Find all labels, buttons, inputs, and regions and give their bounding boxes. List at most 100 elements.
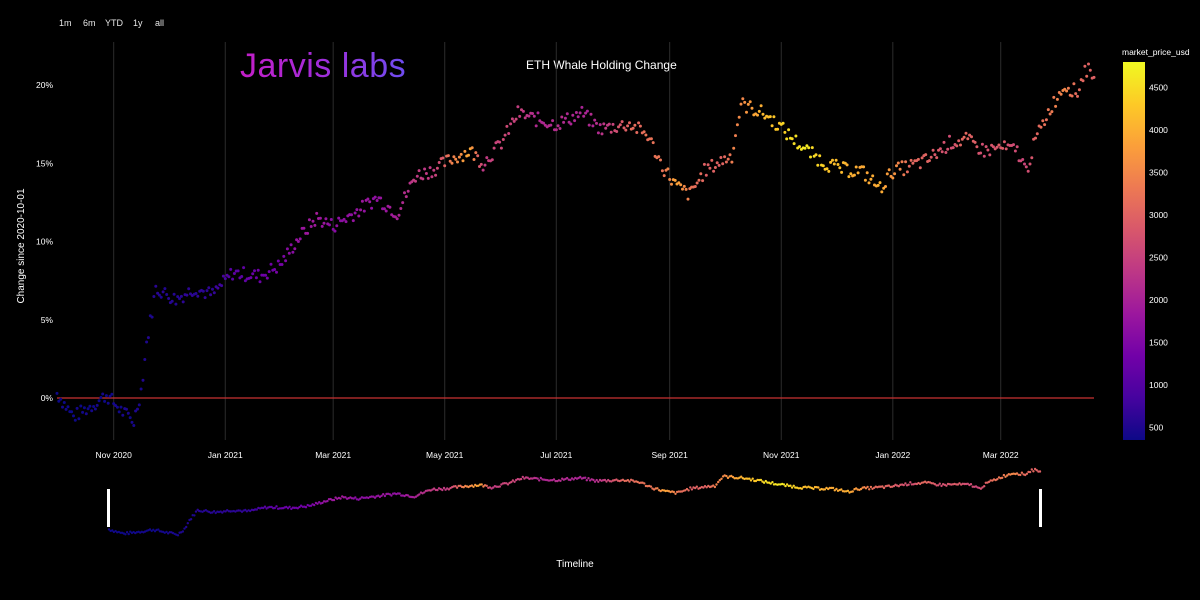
range-selector-1m[interactable]: 1m xyxy=(59,18,72,28)
data-point xyxy=(904,160,908,164)
data-point xyxy=(686,197,690,201)
range-slider-point xyxy=(569,478,572,482)
range-selector-all[interactable]: all xyxy=(155,18,165,28)
data-point xyxy=(333,229,337,233)
data-point xyxy=(240,275,244,278)
range-slider-point xyxy=(828,486,831,490)
data-point xyxy=(905,170,909,174)
data-point xyxy=(831,158,834,162)
data-point xyxy=(115,405,119,409)
range-slider-point xyxy=(536,477,539,480)
data-point xyxy=(909,158,913,162)
data-point xyxy=(521,109,525,113)
data-point xyxy=(604,126,608,130)
data-point xyxy=(483,163,487,167)
range-slider-point xyxy=(423,491,426,494)
data-point xyxy=(291,250,295,254)
data-point xyxy=(125,407,128,411)
range-slider-point xyxy=(656,487,659,490)
data-point xyxy=(997,143,1001,147)
data-point xyxy=(1026,169,1030,173)
data-point xyxy=(1013,149,1017,153)
range-slider-point xyxy=(477,484,480,487)
data-point xyxy=(677,181,681,185)
range-slider-point xyxy=(503,482,506,485)
range-slider-point xyxy=(165,530,168,534)
data-point xyxy=(931,148,935,152)
data-point xyxy=(459,152,463,156)
data-point xyxy=(809,155,812,159)
data-point xyxy=(254,276,258,280)
range-slider-point xyxy=(702,486,705,489)
data-point xyxy=(951,146,955,150)
range-slider-point xyxy=(1038,470,1042,473)
data-point xyxy=(708,166,712,170)
data-point xyxy=(307,218,311,222)
data-point xyxy=(756,113,759,117)
data-point xyxy=(918,166,922,170)
data-point xyxy=(104,394,108,398)
range-slider-point xyxy=(313,503,316,507)
data-point xyxy=(565,112,569,116)
data-point xyxy=(432,168,436,172)
range-slider-point xyxy=(185,525,188,529)
data-point xyxy=(293,247,297,251)
x-tick-label: Mar 2021 xyxy=(315,450,351,460)
range-selector-6m[interactable]: 6m xyxy=(83,18,96,28)
range-slider-point xyxy=(759,478,763,482)
range-slider-point xyxy=(378,495,382,499)
data-point xyxy=(768,115,772,119)
data-point xyxy=(128,416,132,420)
range-slider-point xyxy=(717,480,720,484)
range-slider-point xyxy=(288,505,291,508)
data-point xyxy=(668,178,672,181)
range-slider-point xyxy=(797,487,800,490)
data-point xyxy=(702,162,706,166)
data-point xyxy=(117,410,121,414)
range-slider-point xyxy=(196,508,199,511)
range-slider-handle-left[interactable] xyxy=(107,489,110,527)
data-point xyxy=(179,294,183,298)
data-point xyxy=(847,175,851,179)
data-point xyxy=(313,223,317,227)
data-point xyxy=(132,424,136,427)
data-point xyxy=(207,286,211,290)
range-slider-point xyxy=(766,481,769,484)
range-slider-point xyxy=(176,534,180,537)
data-point xyxy=(194,292,198,295)
range-slider-handle-right[interactable] xyxy=(1039,489,1042,527)
range-slider-point xyxy=(480,483,483,486)
main-scatter xyxy=(55,62,1096,427)
range-slider-point xyxy=(273,506,276,510)
data-point xyxy=(242,266,246,270)
data-point xyxy=(576,115,580,119)
data-point xyxy=(73,418,77,422)
data-point xyxy=(834,158,838,162)
range-slider-point xyxy=(441,488,444,492)
data-point xyxy=(1041,119,1045,123)
range-slider-point xyxy=(318,501,321,504)
range-slider-point xyxy=(771,481,774,484)
data-point xyxy=(216,286,220,290)
range-selector-ytd[interactable]: YTD xyxy=(105,18,123,28)
data-point xyxy=(282,254,286,258)
data-point xyxy=(309,225,313,228)
colorbar-tick-label: 4500 xyxy=(1149,82,1168,92)
range-slider-point xyxy=(587,477,590,480)
x-tick-label: Nov 2020 xyxy=(96,450,133,460)
data-point xyxy=(103,399,107,403)
colorbar-tick-label: 500 xyxy=(1149,422,1163,432)
range-slider-point xyxy=(186,522,189,525)
data-point xyxy=(633,123,637,127)
data-point xyxy=(743,100,747,104)
data-point xyxy=(884,185,887,188)
data-point xyxy=(591,124,595,128)
data-point xyxy=(571,113,575,117)
range-slider-point xyxy=(703,485,707,488)
data-point xyxy=(490,158,494,162)
colorbar-tick-label: 3500 xyxy=(1149,167,1168,177)
data-point xyxy=(437,161,441,164)
range-selector-1y[interactable]: 1y xyxy=(133,18,143,28)
data-point xyxy=(803,146,807,150)
